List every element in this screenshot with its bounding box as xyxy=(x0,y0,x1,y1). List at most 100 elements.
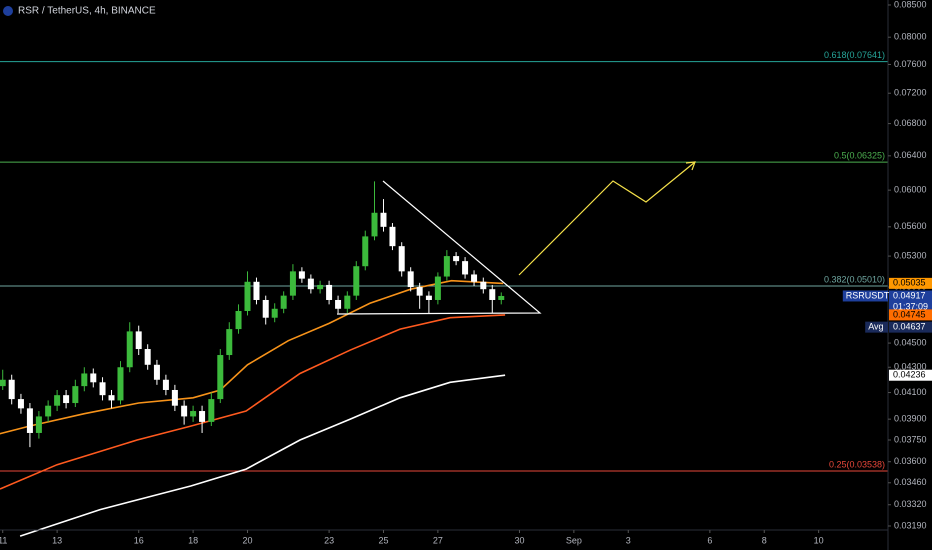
fib-label: 0.5(0.06325) xyxy=(834,150,885,160)
y-tick-label: 0.07600 xyxy=(894,59,927,69)
x-tick-label: 30 xyxy=(514,535,524,545)
candle-body xyxy=(135,331,142,350)
candle-body xyxy=(144,349,151,365)
candle-body xyxy=(362,236,369,267)
candle-body xyxy=(307,278,314,290)
x-tick-label: 11 xyxy=(0,535,7,545)
arrow-head xyxy=(685,161,696,171)
candle-body xyxy=(262,299,269,318)
x-tick-label: 10 xyxy=(814,535,824,545)
candle-body xyxy=(453,256,460,262)
candle-body xyxy=(489,289,496,300)
candle-body xyxy=(244,281,251,311)
candle-body xyxy=(162,379,169,390)
drawings xyxy=(336,161,696,315)
candle-body xyxy=(171,389,178,406)
candle-body xyxy=(416,287,423,296)
x-tick-label: 25 xyxy=(378,535,388,545)
candle-body xyxy=(326,284,333,300)
candle-body xyxy=(54,395,61,406)
x-tick-label: 27 xyxy=(433,535,443,545)
price-marker-label: 0.04637 xyxy=(893,322,926,332)
x-tick-label: 3 xyxy=(626,535,631,545)
candle-body xyxy=(425,295,432,300)
x-tick-label: 13 xyxy=(52,535,62,545)
price-marker xyxy=(889,321,932,333)
price-marker-label: 0.05035 xyxy=(893,278,926,288)
candle-body xyxy=(471,274,478,282)
candle-body xyxy=(199,411,206,422)
candle-body xyxy=(380,212,387,227)
candle-body xyxy=(0,379,6,387)
y-tick-label: 0.06800 xyxy=(894,118,927,128)
price-marker-tag-box xyxy=(865,321,888,333)
candle-body xyxy=(208,399,215,422)
price-marker-label: 0.04745 xyxy=(893,309,926,319)
moving-average xyxy=(19,374,506,537)
y-tick-label: 0.05300 xyxy=(894,250,927,260)
candle-body xyxy=(126,331,133,368)
price-marker-tag: Avg xyxy=(868,322,883,332)
fib-label: 0.618(0.07641) xyxy=(824,50,885,60)
candle-body xyxy=(190,411,197,417)
candle-body xyxy=(26,408,33,433)
x-tick-label: Sep xyxy=(566,535,582,545)
y-tick-label: 0.03900 xyxy=(894,414,927,424)
candle-body xyxy=(81,373,88,387)
x-tick-label: 20 xyxy=(242,535,252,545)
price-marker xyxy=(889,309,932,321)
candle-body xyxy=(271,308,278,318)
candle-body xyxy=(217,355,224,400)
candle-body xyxy=(226,329,233,356)
candle-body xyxy=(317,284,324,290)
candle-body xyxy=(235,310,242,330)
price-marker xyxy=(889,277,932,289)
price-marker-label: 0.04917 xyxy=(893,290,926,300)
price-marker xyxy=(889,369,932,381)
x-tick-label: 8 xyxy=(762,535,767,545)
y-tick-label: 0.04100 xyxy=(894,387,927,397)
candle-body xyxy=(72,386,79,404)
candle-body xyxy=(371,212,378,237)
price-marker-label: 0.04236 xyxy=(893,370,926,380)
candle-body xyxy=(8,379,15,400)
y-tick-label: 0.03460 xyxy=(894,477,927,487)
triangle-drawing xyxy=(336,180,542,315)
candle-body xyxy=(398,246,405,272)
symbol-icon xyxy=(3,6,13,16)
candle-body xyxy=(443,256,450,277)
candle-body xyxy=(181,405,188,417)
candle-body xyxy=(462,261,469,275)
y-tick-label: 0.08500 xyxy=(894,0,927,9)
x-tick-label: 18 xyxy=(188,535,198,545)
candle-body xyxy=(389,226,396,247)
candle-body xyxy=(353,266,360,296)
y-tick-label: 0.05600 xyxy=(894,221,927,231)
candle-body xyxy=(108,395,115,401)
y-tick-label: 0.04500 xyxy=(894,337,927,347)
candle-body xyxy=(498,295,505,300)
y-tick-label: 0.06000 xyxy=(894,185,927,195)
x-tick-label: 16 xyxy=(134,535,144,545)
candle-body xyxy=(45,405,52,417)
x-tick-label: 23 xyxy=(324,535,334,545)
y-tick-label: 0.03750 xyxy=(894,434,927,444)
y-tick-label: 0.06400 xyxy=(894,150,927,160)
y-tick-label: 0.03190 xyxy=(894,520,927,530)
x-tick-label: 6 xyxy=(707,535,712,545)
candle-body xyxy=(480,281,487,290)
candle-body xyxy=(335,299,342,309)
y-tick-label: 0.03600 xyxy=(894,456,927,466)
candle-body xyxy=(344,295,351,309)
price-marker-tag: RSRUSDT xyxy=(846,290,890,300)
plot-area: 0.618(0.07641) 0.5(0.06325) 0.382(0.05010)… xyxy=(0,50,888,537)
chart-title: RSR / TetherUS, 4h, BINANCE xyxy=(18,6,156,17)
fib-label: 0.382(0.05010) xyxy=(824,274,885,284)
price-marker xyxy=(889,290,932,313)
candle-body xyxy=(298,271,305,279)
price-marker-tag-box xyxy=(842,290,888,302)
